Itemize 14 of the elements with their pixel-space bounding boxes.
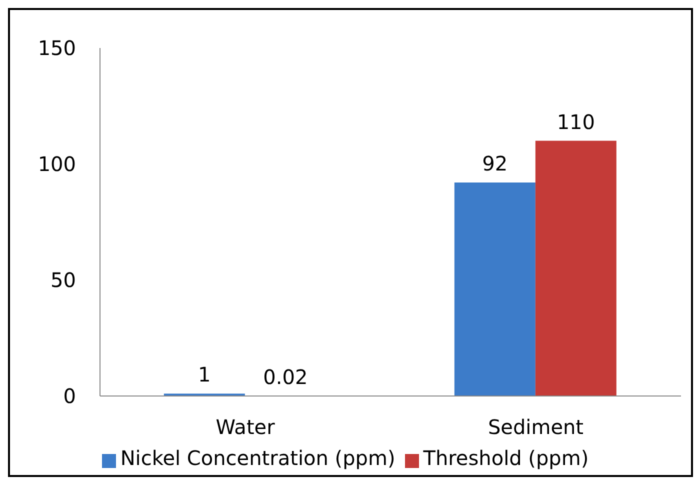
y-tick-label: 0 <box>63 384 76 408</box>
x-tick-label: Water <box>216 415 276 440</box>
y-tick-label: 50 <box>50 268 76 292</box>
legend-label: Threshold (ppm) <box>423 446 589 470</box>
data-label: 0.02 <box>263 364 308 389</box>
y-tick-label: 100 <box>38 152 76 176</box>
bar <box>454 182 536 396</box>
data-label: 110 <box>556 110 596 134</box>
x-tick-label: Sediment <box>488 415 584 440</box>
legend-label: Nickel Concentration (ppm) <box>120 446 396 470</box>
y-tick-label: 150 <box>38 36 76 60</box>
data-label: 1 <box>198 362 211 387</box>
data-label: 92 <box>482 152 508 176</box>
bar <box>535 140 616 396</box>
